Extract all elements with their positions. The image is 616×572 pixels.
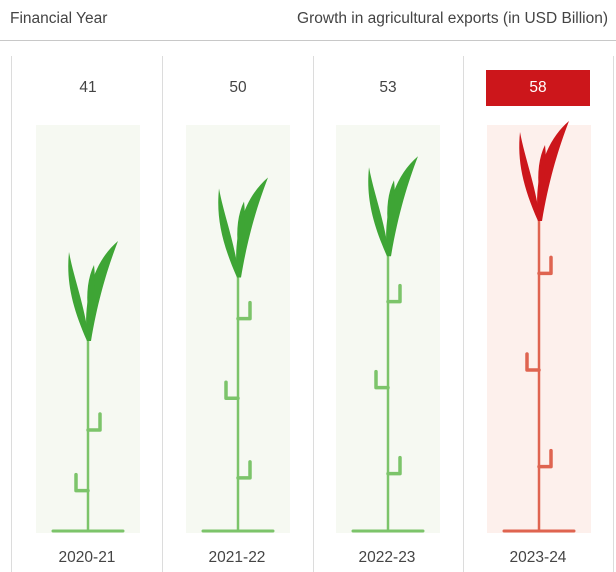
plant-branch-2021-22 — [224, 380, 240, 400]
plant-branch-2020-21 — [74, 472, 90, 493]
plant-branch-2022-23 — [374, 369, 390, 390]
column-divider — [463, 56, 464, 572]
y-axis-label: Growth in agricultural exports (in USD B… — [297, 10, 608, 27]
plant-branch-2020-21 — [86, 412, 102, 432]
plant-branch-2021-22 — [236, 300, 252, 321]
plant-branch-2022-23 — [386, 283, 402, 304]
plant-leaf-mid-2022-23 — [387, 180, 395, 229]
category-label-2021-22: 2021-22 — [208, 549, 266, 566]
plant-leaf-left-2021-22 — [218, 188, 239, 278]
data-label-2022-23: 53 — [379, 79, 397, 96]
plant-branch-2023-24 — [525, 352, 541, 372]
category-label-2023-24: 2023-24 — [509, 549, 567, 566]
plant-leaf-mid-2021-22 — [237, 201, 245, 250]
data-label-2020-21: 41 — [79, 79, 97, 96]
plant-leaf-right-2023-24 — [537, 121, 569, 221]
column-divider — [11, 56, 12, 572]
plant-leaf-mid-2020-21 — [87, 265, 95, 313]
plant-leaf-right-2021-22 — [236, 177, 268, 278]
data-label-2023-24: 58 — [486, 70, 590, 106]
plant-leaf-left-2023-24 — [519, 132, 540, 221]
plant-leaf-left-2020-21 — [68, 252, 89, 341]
plant-leaf-left-2022-23 — [368, 167, 389, 257]
category-label-2020-21: 2020-21 — [58, 549, 116, 566]
x-axis-label: Financial Year — [10, 10, 108, 27]
plant-leaf-right-2020-21 — [86, 241, 118, 341]
column-divider — [313, 56, 314, 572]
column-divider — [613, 56, 614, 572]
chart-header: Financial Year Growth in agricultural ex… — [0, 0, 616, 41]
plant-branch-2022-23 — [386, 455, 402, 476]
category-label-2022-23: 2022-23 — [358, 549, 416, 566]
plant-leaf-right-2022-23 — [386, 156, 418, 257]
column-divider — [162, 56, 163, 572]
plant-branch-2023-24 — [537, 448, 553, 469]
data-label-2021-22: 50 — [229, 79, 247, 96]
plant-branch-2021-22 — [236, 460, 252, 480]
plant-leaf-mid-2023-24 — [538, 145, 546, 193]
plant-branch-2023-24 — [537, 255, 553, 276]
